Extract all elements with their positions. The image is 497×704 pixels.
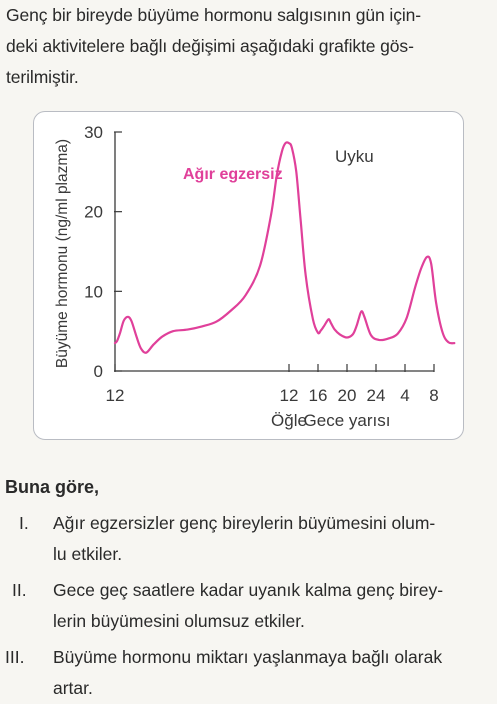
option-line: Ağır egzersizler genç bireylerin büyümes… xyxy=(53,513,436,533)
stem-line: terilmiştir. xyxy=(6,67,79,87)
option-number: III. xyxy=(5,647,25,667)
stem-line: deki aktivitelere bağlı değişimi aşağıda… xyxy=(6,36,414,56)
option-number: II. xyxy=(12,580,27,600)
stem-line: Genç bir bireyde büyüme hormonu salgısın… xyxy=(6,5,422,25)
y-axis-label: Büyüme hormonu (ng/ml plazma) xyxy=(54,139,71,368)
sleep-annotation: Uyku xyxy=(335,147,374,166)
x-sublabel: Gece yarısı xyxy=(304,411,391,430)
option-line: lerin büyümesini olumsuz etkiler. xyxy=(53,611,305,631)
chart-axes xyxy=(114,132,434,372)
chart-ticks xyxy=(114,131,435,372)
y-tick-label: 10 xyxy=(84,282,103,301)
hormone-series-line xyxy=(113,141,456,354)
question-heading: Buna göre, xyxy=(5,477,100,497)
x-tick-label: 20 xyxy=(338,386,357,405)
exercise-annotation: Ağır egzersiz xyxy=(183,166,283,183)
y-tick-label: 0 xyxy=(94,362,103,381)
y-tick-label: 20 xyxy=(84,203,103,222)
option-line: lu etkiler. xyxy=(53,544,123,564)
x-tick-label: 24 xyxy=(367,386,386,405)
x-tick-label: 12 xyxy=(106,386,125,405)
option-line: Gece geç saatlere kadar uyanık kalma gen… xyxy=(53,580,444,600)
y-tick-label: 30 xyxy=(84,123,103,142)
x-tick-label: 16 xyxy=(309,386,328,405)
x-tick-label: 12 xyxy=(280,386,299,405)
x-sublabel: Öğle xyxy=(271,411,307,430)
option-number: I. xyxy=(19,513,29,533)
chart-frame xyxy=(33,111,464,440)
x-tick-label: 8 xyxy=(429,386,438,405)
x-tick-label: 4 xyxy=(400,386,409,405)
chart-plot xyxy=(113,141,456,354)
question-stem: Genç bir bireyde büyüme hormonu salgısın… xyxy=(6,0,492,93)
option-line: Büyüme hormonu miktarı yaşlanmaya bağlı … xyxy=(53,647,443,667)
option-line: artar. xyxy=(53,678,93,698)
